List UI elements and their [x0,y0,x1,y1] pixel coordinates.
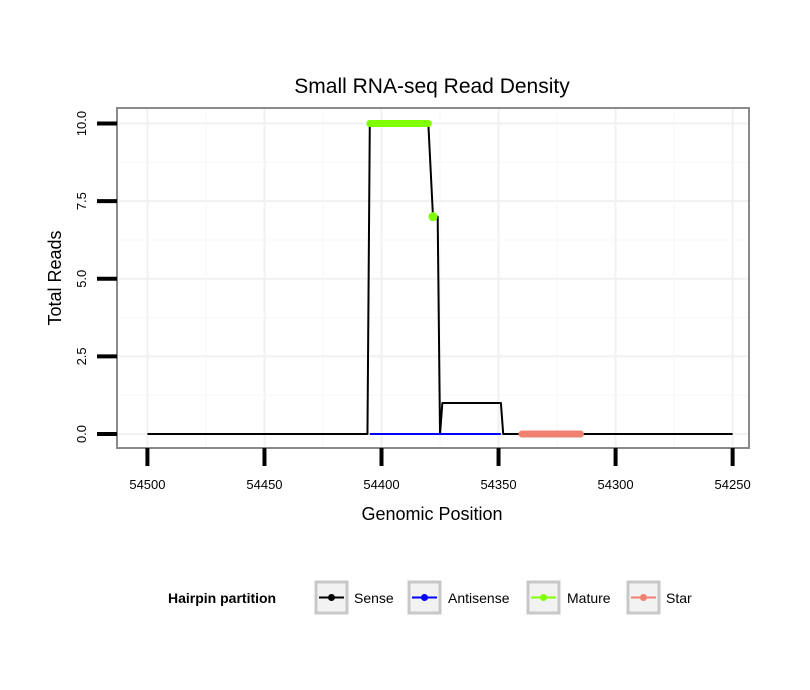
legend-key-mature-dot [540,594,547,601]
x-tick-label: 54350 [480,477,516,492]
series-sense-line [147,122,733,436]
y-tick-label: 7.5 [74,192,89,210]
legend-key-star-dot [640,594,647,601]
x-tick-label: 54450 [246,477,282,492]
series-mature-point [428,212,438,222]
y-axis-title: Total Reads [45,230,65,325]
x-tick-label: 54300 [597,477,633,492]
x-tick-label: 54400 [363,477,399,492]
y-tick-label: 0.0 [74,425,89,443]
data-series [147,120,733,438]
x-tick-label: 54500 [129,477,165,492]
x-axis-title: Genomic Position [361,504,502,524]
x-axis-ticks: 54500 54450 54400 54350 54300 54250 [129,448,751,492]
legend-label-antisense: Antisense [448,590,510,606]
legend-key-antisense-dot [421,594,428,601]
legend-label-star: Star [666,590,692,606]
legend-title: Hairpin partition [168,590,276,606]
y-tick-label: 10.0 [74,111,89,136]
legend: Hairpin partition Sense Antisense Mature St… [168,580,692,615]
x-tick-label: 54250 [715,477,751,492]
chart-title: Small RNA-seq Read Density [294,75,570,98]
y-axis-ticks: 0.0 2.5 5.0 7.5 10.0 [74,111,117,443]
legend-keys: Sense Antisense Mature Star [314,580,692,615]
legend-label-mature: Mature [567,590,611,606]
y-tick-label: 2.5 [74,347,89,365]
legend-key-sense-dot [328,594,335,601]
legend-label-sense: Sense [354,590,394,606]
y-tick-label: 5.0 [74,270,89,288]
